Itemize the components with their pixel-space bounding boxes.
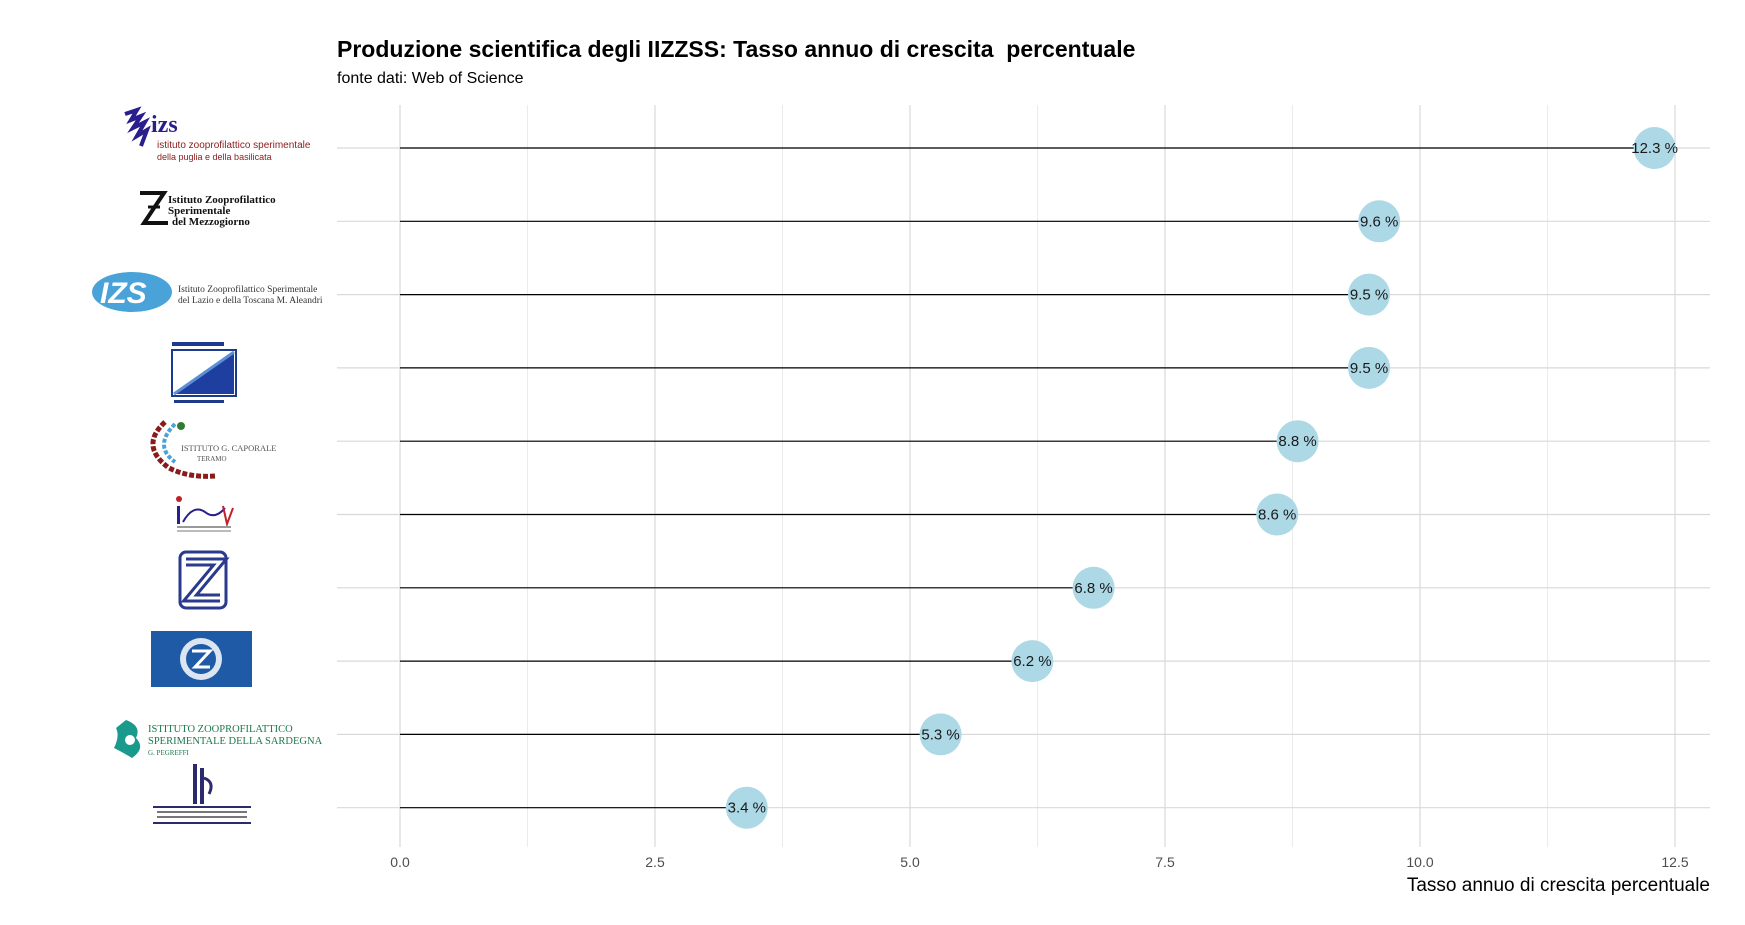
izs-lombardia-emilia-logo	[153, 764, 251, 824]
logo-text: Istituto Zooprofilattico Sperimentale	[178, 284, 317, 295]
logo-text: Istituto Zooprofilattico	[168, 194, 276, 206]
data-label: 3.4 %	[728, 800, 766, 817]
logo-text: izs	[151, 112, 178, 138]
izs-caporale-teramo-logo: ISTITUTO G. CAPORALE TERAMO	[150, 420, 276, 479]
data-label: 12.3 %	[1631, 140, 1678, 157]
logo-text: SPERIMENTALE DELLA SARDEGNA	[148, 736, 323, 747]
lollipop-point	[1256, 493, 1299, 536]
logo-text: G. PEGREFFI	[148, 749, 190, 757]
izs-mezzogiorno-logo: Istituto Zooprofilattico Sperimentale de…	[140, 191, 276, 228]
izs-ivs-logo	[176, 496, 234, 532]
lollipop-point	[1358, 200, 1401, 243]
lollipop-point	[1011, 640, 1054, 683]
logo-text: Sperimentale	[168, 205, 230, 217]
logo-text: della puglia e della basilicata	[157, 152, 272, 162]
chart-title: Produzione scientifica degli IIZZSS: Tas…	[337, 36, 1136, 62]
lollipop-point	[919, 713, 962, 756]
data-label: 8.8 %	[1278, 433, 1316, 450]
x-axis-title: Tasso annuo di crescita percentuale	[1407, 875, 1710, 896]
logo-text: istituto zooprofilattico sperimentale	[157, 140, 311, 151]
lollipop-point	[1348, 346, 1390, 389]
chart-subtitle: fonte dati: Web of Science	[337, 70, 524, 87]
x-tick-label: 2.5	[645, 854, 665, 870]
izs-blue-badge-logo	[151, 631, 252, 687]
x-tick-label: 0.0	[390, 854, 410, 870]
data-label: 9.5 %	[1350, 287, 1388, 304]
logo-text: IZS	[100, 277, 147, 310]
logo-text: del Lazio e della Toscana M. Aleandri	[178, 296, 323, 306]
izs-blue-square-logo	[171, 342, 237, 403]
data-label: 8.6 %	[1258, 507, 1296, 524]
izs-stripes-logo	[178, 550, 230, 610]
x-tick-label: 7.5	[1155, 854, 1175, 870]
izs-lazio-toscana-logo: IZS Istituto Zooprofilattico Sperimental…	[92, 272, 323, 312]
x-tick-label: 5.0	[900, 854, 920, 870]
lollipop-point	[1633, 127, 1676, 169]
izs-sardegna-logo: ISTITUTO ZOOPROFILATTICO SPERIMENTALE DE…	[114, 720, 323, 758]
logo-text: del Mezzogiorno	[172, 216, 250, 228]
data-label: 9.5 %	[1350, 360, 1388, 377]
data-label: 6.2 %	[1013, 653, 1051, 670]
izs-puglia-basilicata-logo: izs istituto zooprofilattico sperimental…	[124, 106, 311, 162]
data-label: 6.8 %	[1074, 580, 1112, 597]
lollipop-point	[1276, 420, 1319, 463]
data-label: 9.6 %	[1360, 213, 1398, 230]
logo-text: ISTITUTO G. CAPORALE	[181, 443, 276, 453]
data-label: 5.3 %	[921, 726, 959, 743]
x-tick-label: 12.5	[1661, 854, 1688, 870]
x-tick-label: 10.0	[1406, 854, 1433, 870]
lollipop-point	[725, 786, 768, 829]
logo-text: TERAMO	[197, 455, 227, 463]
lollipop-point	[1348, 273, 1390, 316]
logo-text: ISTITUTO ZOOPROFILATTICO	[148, 724, 293, 735]
lollipop-point	[1072, 566, 1115, 609]
